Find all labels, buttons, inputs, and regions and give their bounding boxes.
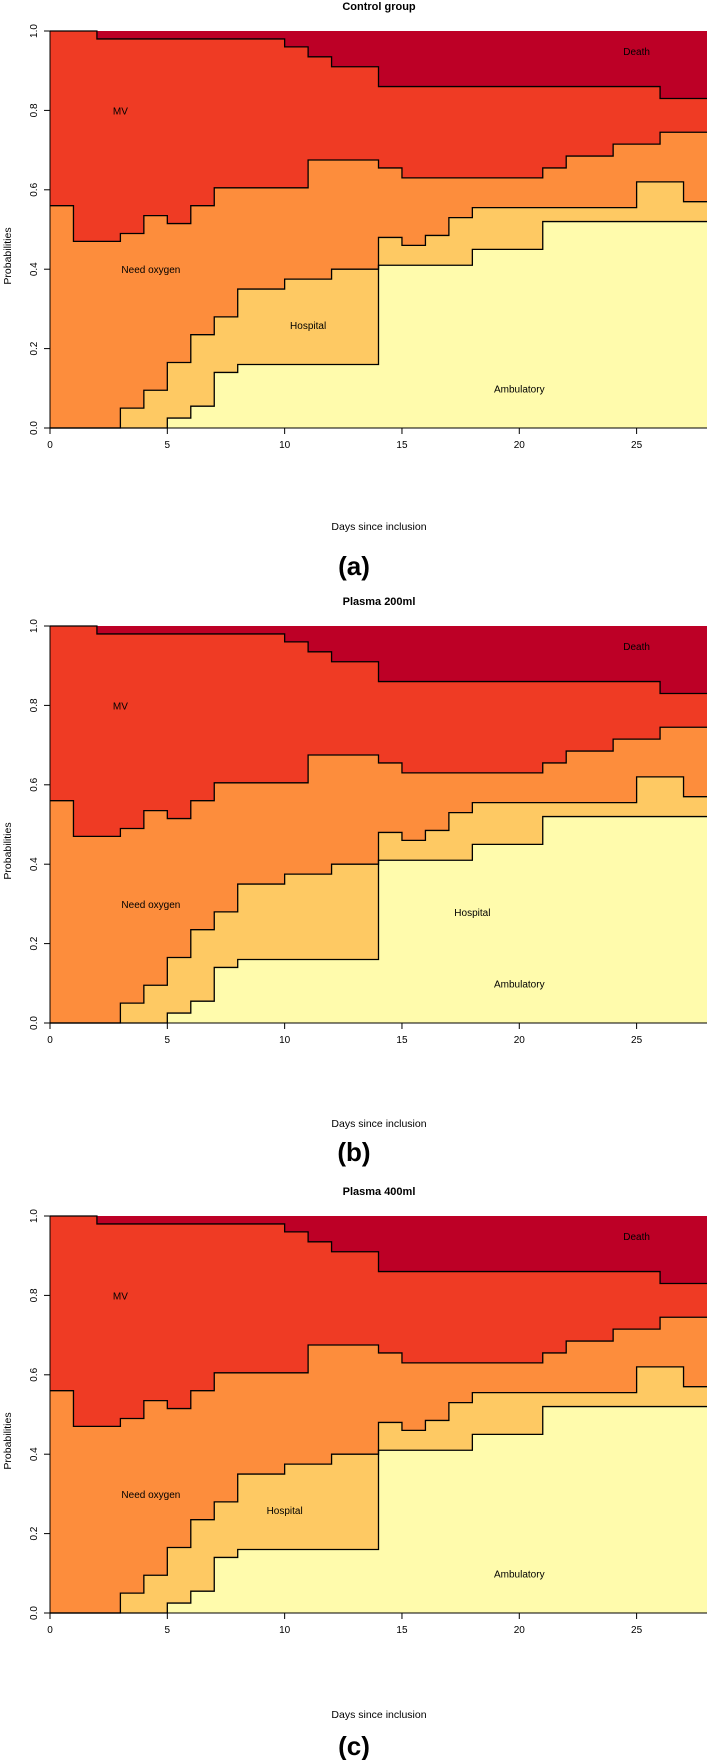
boundary-mv [50,625,707,695]
y-tick-label: 0.4 [29,1447,40,1461]
x-tick-label: 5 [165,1625,171,1636]
region-label-death: Death [623,1232,650,1243]
boundary-hospital [50,776,707,1024]
x-axis-label: Days since inclusion [331,1118,426,1130]
panel-a: Control group 0 5 10 15 20 25 0.0 0.2 0.4 0.6 0.8 1… [2,1,707,581]
y-tick-label: 0.6 [29,777,40,791]
x-tick-label: 15 [396,1625,408,1636]
boundary-need-oxygen [50,1316,707,1428]
region-death [50,31,707,99]
region-label-ambulatory: Ambulatory [494,979,545,990]
plot-area: 0 5 10 15 20 25 0.0 0.2 0.4 0.6 0.8 1.0 Ambulatory Ho… [29,24,707,451]
chart-title: Plasma 200ml [343,596,416,608]
y-tick-label: 0.0 [29,1016,40,1030]
region-label-death: Death [623,47,650,58]
boundary-ambulatory [50,815,707,1024]
region-label-ambulatory: Ambulatory [494,1569,545,1580]
region-label-mv: MV [113,1291,128,1302]
y-tick-label: 0.0 [29,1606,40,1620]
region-label-hospital: Hospital [267,1506,303,1517]
panel-label: (b) [337,1137,370,1167]
y-tick-label: 0.0 [29,421,40,435]
x-tick-label: 15 [396,1035,408,1046]
region-label-need-oxygen: Need oxygen [121,900,180,911]
y-tick-label: 0.6 [29,182,40,196]
x-tick-label: 0 [47,1625,53,1636]
x-tick-label: 10 [279,1035,291,1046]
region-death [50,626,707,694]
region-label-mv: MV [113,701,128,712]
region-label-ambulatory: Ambulatory [494,384,545,395]
region-label-need-oxygen: Need oxygen [121,265,180,276]
y-tick-label: 0.8 [29,698,40,712]
x-tick-label: 10 [279,1625,291,1636]
y-tick-label: 0.2 [29,1526,40,1540]
y-tick-label: 0.2 [29,341,40,355]
y-tick-label: 0.4 [29,262,40,276]
x-tick-label: 5 [165,440,171,451]
region-label-death: Death [623,642,650,653]
x-tick-label: 20 [514,1035,526,1046]
x-axis-label: Days since inclusion [331,1709,426,1721]
boundary-mv [50,30,707,100]
x-tick-label: 25 [631,440,643,451]
chart-title: Plasma 400ml [343,1186,416,1198]
y-axis-label: Probabilities [2,822,14,879]
y-axis-label: Probabilities [2,227,14,284]
plot-area: 0 5 10 15 20 25 0.0 0.2 0.4 0.6 0.8 1.0 Ambulatory Ho… [29,619,707,1046]
y-tick-label: 0.4 [29,857,40,871]
y-tick-label: 0.2 [29,936,40,950]
y-axis-label: Probabilities [2,1412,14,1469]
panel-b: Plasma 200ml 0 5 10 15 20 25 0.0 0.2 0.4 0.6 0.8 1.… [2,596,707,1167]
boundary-hospital [50,181,707,429]
boundary-need-oxygen [50,726,707,838]
boundary-hospital [50,1366,707,1614]
y-tick-label: 0.8 [29,103,40,117]
x-axis-label: Days since inclusion [331,521,426,533]
x-tick-label: 25 [631,1625,643,1636]
y-tick-label: 0.6 [29,1367,40,1381]
y-tick-label: 1.0 [29,1209,40,1223]
region-label-need-oxygen: Need oxygen [121,1490,180,1501]
x-tick-label: 20 [514,440,526,451]
x-tick-label: 0 [47,440,53,451]
chart-title: Control group [342,1,416,13]
x-tick-label: 10 [279,440,291,451]
panel-c: Plasma 400ml 0 5 10 15 20 25 0.0 0.2 0.4 0.6 0.8 1.… [2,1186,707,1760]
region-label-hospital: Hospital [454,908,490,919]
panel-label: (c) [338,1731,370,1760]
y-tick-label: 0.8 [29,1288,40,1302]
x-tick-label: 5 [165,1035,171,1046]
x-tick-label: 0 [47,1035,53,1046]
y-tick-label: 1.0 [29,619,40,633]
boundary-ambulatory [50,220,707,429]
y-tick-label: 1.0 [29,24,40,38]
boundary-ambulatory [50,1405,707,1614]
region-label-hospital: Hospital [290,321,326,332]
boundary-mv [50,1215,707,1285]
boundary-need-oxygen [50,131,707,243]
region-label-mv: MV [113,106,128,117]
panel-label: (a) [338,551,370,581]
region-death [50,1216,707,1284]
plot-area: 0 5 10 15 20 25 0.0 0.2 0.4 0.6 0.8 1.0 Ambulatory Ho… [29,1209,707,1636]
x-tick-label: 20 [514,1625,526,1636]
x-tick-label: 25 [631,1035,643,1046]
x-tick-label: 15 [396,440,408,451]
